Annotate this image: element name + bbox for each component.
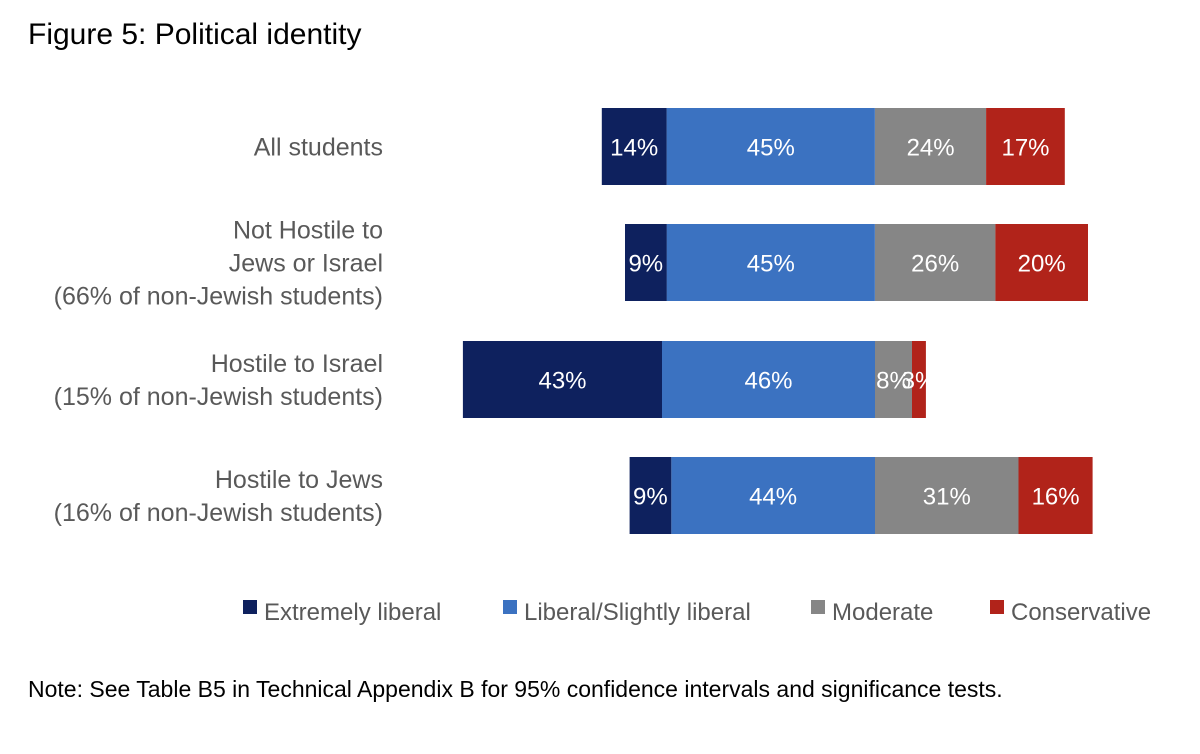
category-label-hostile-to-jews: Hostile to Jews: [215, 466, 383, 494]
bar-not-hostile-to-liberal-slightly-liberal: [666, 224, 875, 301]
legend-swatch-extremely-liberal: [243, 600, 257, 614]
legend-swatch-liberal-slightly-liberal: [503, 600, 517, 614]
category-label-hostile-to-israel-line-2: (15% of non-Jewish students): [54, 383, 383, 411]
legend-label-conservative: Conservative: [1011, 599, 1151, 626]
bar-all-students-liberal-slightly-liberal: [666, 108, 875, 185]
data-label-hostile-to-jews-moderate: 31%: [923, 484, 971, 511]
bar-not-hostile-to-extremely-liberal: [625, 224, 667, 301]
bar-segments: [462, 108, 1093, 534]
legend: Extremely liberal Liberal/Slightly libera…: [243, 599, 1151, 626]
legend-label-liberal-slightly-liberal: Liberal/Slightly liberal: [524, 599, 751, 626]
data-label-hostile-to-jews-extremely-liberal: 9%: [633, 484, 668, 511]
bar-hostile-to-israel-moderate: [875, 341, 912, 418]
data-label-not-hostile-to-liberal-slightly-liberal: 45%: [747, 251, 795, 278]
bar-all-students-conservative: [986, 108, 1065, 185]
data-label-not-hostile-to-conservative: 20%: [1018, 251, 1066, 278]
bar-hostile-to-israel-liberal-slightly-liberal: [662, 341, 875, 418]
bar-hostile-to-jews-conservative: [1018, 457, 1093, 534]
data-label-not-hostile-to-moderate: 26%: [911, 251, 959, 278]
bar-hostile-to-jews-liberal-slightly-liberal: [671, 457, 875, 534]
bar-hostile-to-israel-conservative: [912, 341, 926, 418]
category-label-not-hostile-to: Not Hostile to: [233, 217, 383, 245]
bar-hostile-to-israel-extremely-liberal: [462, 341, 662, 418]
bar-all-students-extremely-liberal: [601, 108, 667, 185]
legend-swatch-moderate: [811, 600, 825, 614]
data-labels: 45% 14% 24% 17% 45% 9% 26% 20% 46% 43% 8%3% 44% 9% 31…: [538, 135, 1079, 511]
chart-title: Figure 5: Political identity: [28, 18, 362, 51]
bar-hostile-to-jews-extremely-liberal: [629, 457, 672, 534]
data-label-not-hostile-to-extremely-liberal: 9%: [628, 251, 663, 278]
data-label-hostile-to-israel-extremely-liberal: 43%: [538, 368, 586, 395]
category-label-hostile-to-jews-line-2: (16% of non-Jewish students): [54, 499, 383, 527]
figure-note: Note: See Table B5 in Technical Appendix…: [28, 676, 1003, 702]
data-label-hostile-to-israel-moderate: 8%: [876, 368, 911, 395]
bar-not-hostile-to-moderate: [875, 224, 996, 301]
data-label-hostile-to-jews-conservative: 16%: [1032, 484, 1080, 511]
bar-all-students-moderate: [875, 108, 987, 185]
data-label-all-students-liberal-slightly-liberal: 45%: [747, 135, 795, 162]
legend-label-moderate: Moderate: [832, 599, 933, 626]
data-label-hostile-to-israel-conservative: 3%: [902, 368, 937, 395]
data-label-all-students-extremely-liberal: 14%: [610, 135, 658, 162]
category-label-not-hostile-to-line-3: (66% of non-Jewish students): [54, 283, 383, 311]
category-labels: All students Not Hostile to Jews or Israel…: [54, 134, 383, 528]
category-label-all-students: All students: [254, 134, 383, 162]
category-label-not-hostile-to-line-2: Jews or Israel: [229, 250, 383, 278]
bar-not-hostile-to-conservative: [995, 224, 1088, 301]
legend-swatch-conservative: [990, 600, 1004, 614]
data-label-all-students-conservative: 17%: [1001, 135, 1049, 162]
data-label-hostile-to-israel-liberal-slightly-liberal: 46%: [744, 368, 792, 395]
bar-hostile-to-jews-moderate: [875, 457, 1019, 534]
category-label-hostile-to-israel: Hostile to Israel: [211, 350, 383, 378]
data-label-all-students-moderate: 24%: [907, 135, 955, 162]
legend-label-extremely-liberal: Extremely liberal: [264, 599, 441, 626]
data-label-hostile-to-jews-liberal-slightly-liberal: 44%: [749, 484, 797, 511]
